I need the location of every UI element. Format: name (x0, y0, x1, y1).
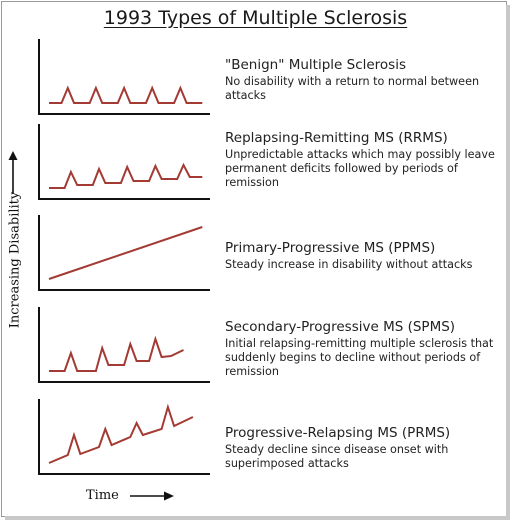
y-axis-label: Increasing Disability (7, 191, 23, 329)
ppms-graph (38, 215, 210, 291)
type-description: No disability with a return to normal be… (225, 75, 480, 102)
x-axis-label: Time (86, 488, 119, 503)
type-title: Replapsing-Remitting MS (RRMS) (225, 130, 448, 146)
y-axis-arrow-icon (8, 151, 18, 194)
disability-curve (49, 85, 203, 104)
description-ppms: Primary-Progressive MS (PPMS) Steady inc… (225, 239, 505, 272)
type-description: Unpredictable attacks which may possibly… (225, 148, 495, 189)
disability-curve (49, 162, 203, 189)
disability-curve (48, 403, 194, 464)
description-spms: Secondary-Progressive MS (SPMS) Initial … (225, 318, 505, 379)
graph-axes (38, 215, 210, 291)
graph-axes (38, 307, 210, 383)
rrms-graph (38, 124, 210, 200)
figure-title: 1993 Types of Multiple Sclerosis (0, 7, 511, 29)
type-description: Initial relapsing-remitting multiple scl… (225, 337, 494, 378)
type-description: Steady increase in disability without at… (225, 258, 473, 271)
benign-graph (38, 39, 210, 115)
type-title: Secondary-Progressive MS (SPMS) (225, 319, 456, 335)
description-benign: "Benign" Multiple Sclerosis No disabilit… (225, 56, 505, 103)
panel-rrms (38, 124, 212, 200)
prms-graph (38, 399, 210, 475)
description-prms: Progressive-Relapsing MS (PRMS) Steady d… (225, 424, 505, 471)
type-title: Progressive-Relapsing MS (PRMS) (225, 425, 451, 441)
description-rrms: Replapsing-Remitting MS (RRMS) Unpredict… (225, 129, 505, 190)
graph-axes (38, 124, 210, 200)
frame-shadow (506, 5, 510, 518)
graph-axes (38, 39, 210, 115)
panel-spms (38, 307, 212, 383)
type-title: Primary-Progressive MS (PPMS) (225, 240, 436, 256)
frame-shadow (5, 516, 510, 520)
type-description: Steady decline since disease onset with … (225, 443, 449, 470)
figure-title-text: 1993 Types of Multiple Sclerosis (103, 7, 408, 29)
panel-benign (38, 39, 212, 115)
spms-graph (38, 307, 210, 383)
x-axis-arrow-icon (130, 491, 174, 501)
disability-curve (49, 335, 184, 372)
graph-axes (38, 399, 210, 475)
panel-ppms (38, 215, 212, 291)
type-title: "Benign" Multiple Sclerosis (225, 57, 407, 73)
disability-curve (48, 226, 203, 280)
panel-prms (38, 399, 212, 475)
